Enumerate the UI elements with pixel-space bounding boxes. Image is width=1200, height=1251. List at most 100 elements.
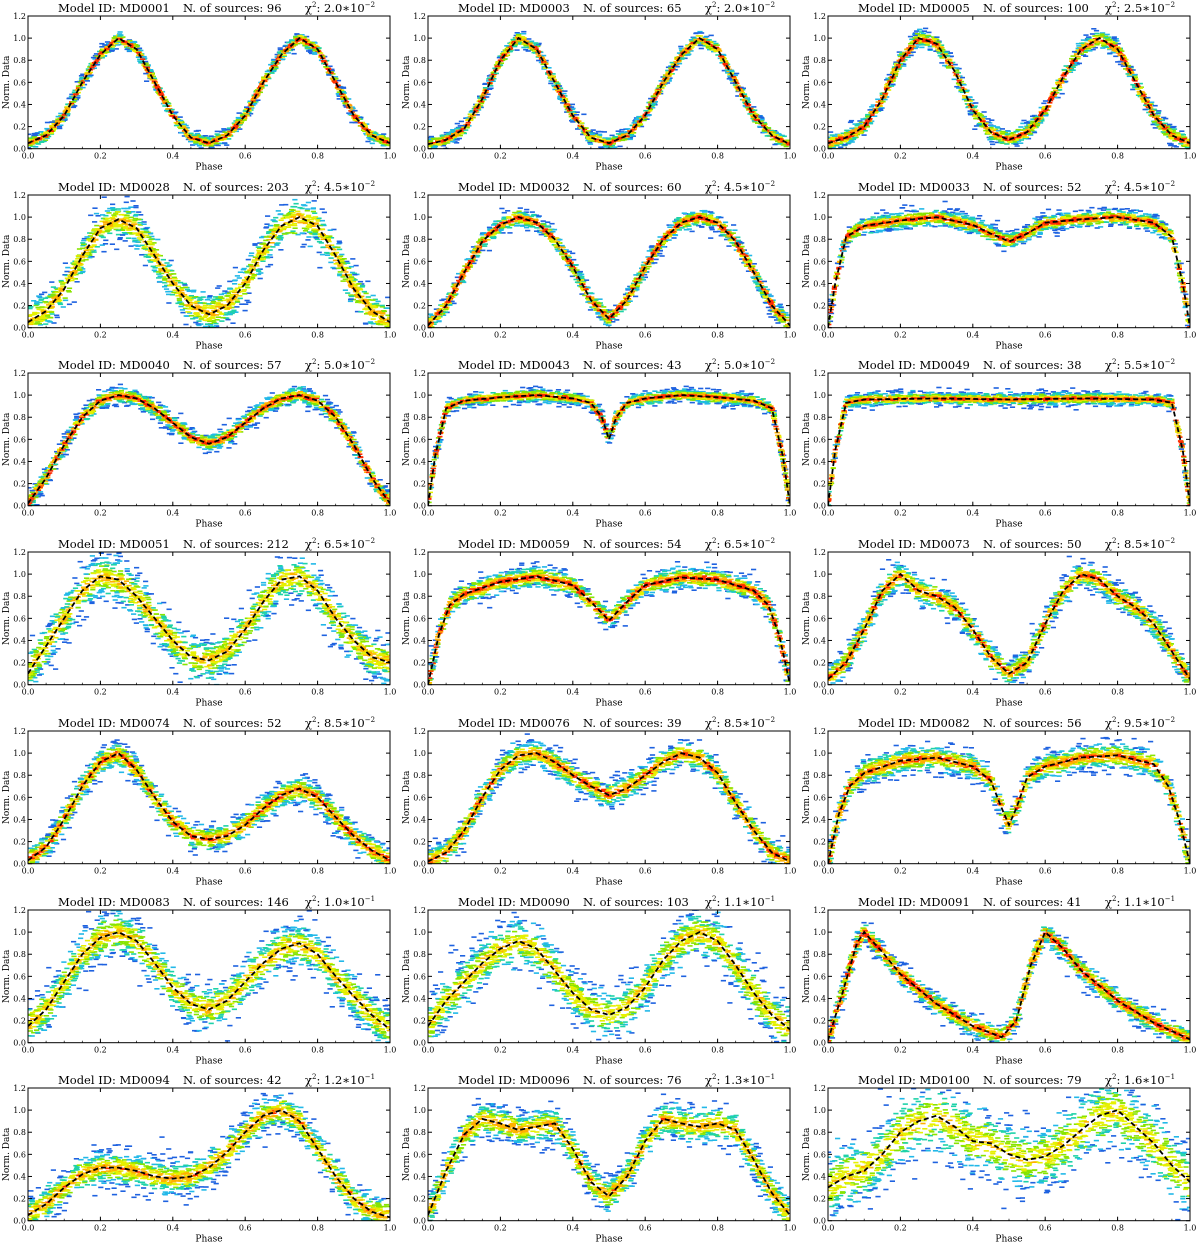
density-cell bbox=[641, 118, 647, 121]
density-cell bbox=[1154, 116, 1160, 119]
density-cell bbox=[277, 52, 283, 54]
density-cell bbox=[566, 111, 572, 113]
density-cell bbox=[450, 130, 456, 132]
density-cell bbox=[1031, 124, 1037, 126]
density-cell bbox=[120, 229, 126, 231]
chi-squared-exponent: 2 bbox=[312, 1, 316, 9]
density-cell bbox=[658, 80, 664, 82]
density-cell bbox=[907, 49, 913, 52]
density-cell bbox=[576, 120, 582, 122]
density-cell bbox=[428, 140, 433, 142]
density-cell bbox=[670, 63, 676, 66]
density-cell bbox=[912, 47, 918, 50]
density-cell bbox=[42, 136, 49, 138]
density-cell bbox=[848, 130, 854, 133]
density-cell bbox=[610, 140, 617, 143]
density-cell bbox=[872, 115, 878, 117]
density-cell bbox=[1185, 139, 1190, 141]
density-cell bbox=[688, 43, 694, 46]
density-cell bbox=[595, 130, 601, 133]
density-cell bbox=[536, 55, 542, 57]
density-cell bbox=[986, 132, 992, 135]
density-cell bbox=[135, 56, 141, 58]
density-cell bbox=[694, 42, 700, 44]
density-cell bbox=[331, 80, 337, 82]
density-cell bbox=[1041, 102, 1047, 105]
density-cell bbox=[919, 35, 925, 37]
density-cell bbox=[777, 136, 783, 138]
chi-square-label: χ2: 2.5∗10−2 bbox=[1105, 1, 1175, 15]
density-cell bbox=[1055, 79, 1061, 82]
density-cell bbox=[993, 129, 999, 132]
density-cell bbox=[574, 114, 580, 116]
density-cell bbox=[51, 296, 57, 299]
density-cell bbox=[271, 65, 277, 67]
density-cell bbox=[376, 134, 382, 136]
density-cell bbox=[71, 300, 77, 303]
density-cell bbox=[109, 42, 115, 44]
density-cell bbox=[767, 131, 774, 133]
density-cell bbox=[970, 102, 976, 105]
density-cell bbox=[764, 131, 770, 134]
density-cell bbox=[727, 73, 733, 76]
density-cell bbox=[1075, 42, 1081, 45]
density-cell bbox=[521, 30, 527, 33]
density-cell bbox=[434, 143, 440, 145]
density-cell bbox=[1030, 115, 1036, 118]
density-cell bbox=[581, 113, 587, 116]
chi-squared-exponent: 2 bbox=[1112, 1, 1116, 9]
density-cell bbox=[287, 46, 293, 48]
density-cell bbox=[1031, 130, 1037, 133]
density-cell bbox=[542, 67, 548, 69]
density-cell bbox=[1140, 98, 1146, 101]
density-cell bbox=[99, 56, 105, 59]
density-cell bbox=[99, 55, 105, 57]
density-cell bbox=[472, 106, 478, 108]
density-cell bbox=[596, 139, 602, 141]
density-cell bbox=[964, 89, 970, 92]
density-cell bbox=[946, 65, 952, 68]
density-cell bbox=[900, 57, 906, 60]
density-cell bbox=[971, 106, 978, 109]
density-cell bbox=[1063, 80, 1069, 83]
density-cell bbox=[890, 83, 896, 86]
density-cell bbox=[50, 129, 56, 131]
density-cell bbox=[962, 96, 968, 99]
density-cell bbox=[1075, 47, 1081, 50]
density-cell bbox=[501, 51, 507, 54]
y-tick-label: 0.8 bbox=[413, 56, 426, 65]
density-cell bbox=[1154, 119, 1160, 122]
x-tick-label: 0.4 bbox=[966, 152, 979, 161]
density-cell bbox=[219, 138, 225, 140]
density-cell bbox=[304, 46, 310, 48]
density-cell bbox=[557, 87, 564, 89]
density-cell bbox=[518, 43, 524, 45]
density-cell bbox=[349, 271, 356, 273]
density-cell bbox=[852, 133, 858, 136]
density-cell bbox=[342, 104, 348, 107]
density-cell bbox=[1173, 137, 1179, 140]
density-cell bbox=[957, 78, 963, 81]
density-cell bbox=[699, 40, 705, 42]
density-cell bbox=[846, 142, 852, 144]
density-cell bbox=[834, 144, 840, 147]
density-cell bbox=[335, 93, 341, 95]
density-cell bbox=[507, 46, 513, 49]
density-cell bbox=[974, 117, 980, 120]
density-cell bbox=[475, 103, 481, 106]
density-cell bbox=[587, 141, 593, 144]
density-cell bbox=[378, 141, 384, 144]
density-cell bbox=[582, 129, 588, 132]
density-cell bbox=[70, 106, 77, 109]
density-cell bbox=[497, 64, 504, 66]
density-cell bbox=[572, 117, 578, 120]
density-cell bbox=[858, 126, 864, 129]
density-cell bbox=[1155, 115, 1161, 117]
density-cell bbox=[1171, 131, 1177, 133]
density-cell bbox=[989, 119, 995, 121]
density-cell bbox=[541, 54, 547, 57]
density-cell bbox=[107, 207, 113, 210]
density-cell bbox=[381, 144, 387, 147]
density-cell bbox=[55, 115, 61, 118]
density-cell bbox=[74, 280, 80, 283]
